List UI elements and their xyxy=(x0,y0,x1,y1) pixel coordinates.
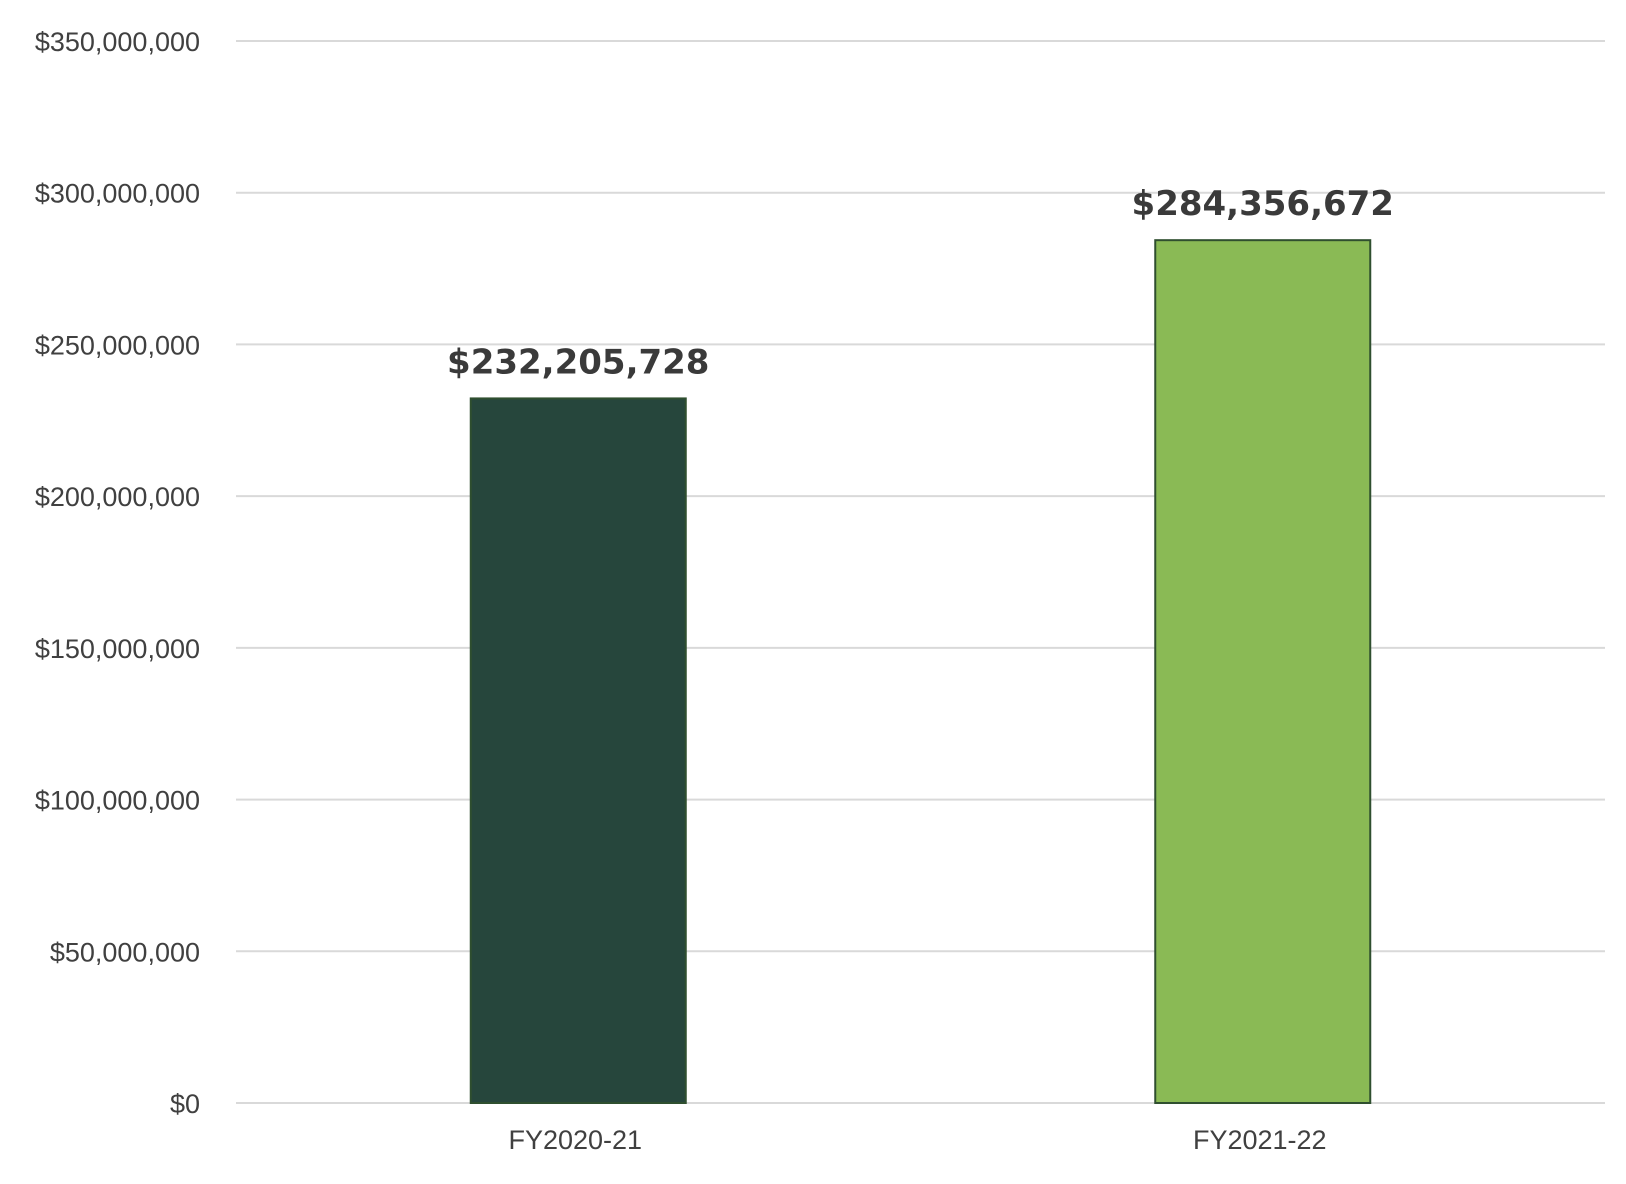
y-tick-label: $300,000,000 xyxy=(35,179,200,209)
y-tick-label: $250,000,000 xyxy=(35,330,200,360)
x-axis-tick-labels: FY2020-21 FY2021-22 xyxy=(508,1125,1326,1155)
bars xyxy=(469,239,1372,1105)
y-tick-label: $100,000,000 xyxy=(35,786,200,816)
data-labels: $232,205,728 $284,356,672 xyxy=(447,184,1394,382)
x-tick-label: FY2021-22 xyxy=(1193,1125,1327,1155)
bar-fy2020-21 xyxy=(469,397,687,1105)
x-tick-label: FY2020-21 xyxy=(508,1125,642,1155)
y-tick-label: $50,000,000 xyxy=(50,937,200,967)
y-tick-label: $350,000,000 xyxy=(35,27,200,57)
y-tick-label: $150,000,000 xyxy=(35,634,200,664)
y-tick-label: $200,000,000 xyxy=(35,482,200,512)
y-tick-label: $0 xyxy=(170,1089,200,1119)
data-label: $284,356,672 xyxy=(1132,184,1394,224)
gridlines xyxy=(236,40,1605,1104)
bar-fy2021-22 xyxy=(1154,239,1372,1105)
y-axis-tick-labels: $0 $50,000,000 $100,000,000 $150,000,000 $20… xyxy=(35,27,200,1119)
data-label: $232,205,728 xyxy=(447,342,709,382)
